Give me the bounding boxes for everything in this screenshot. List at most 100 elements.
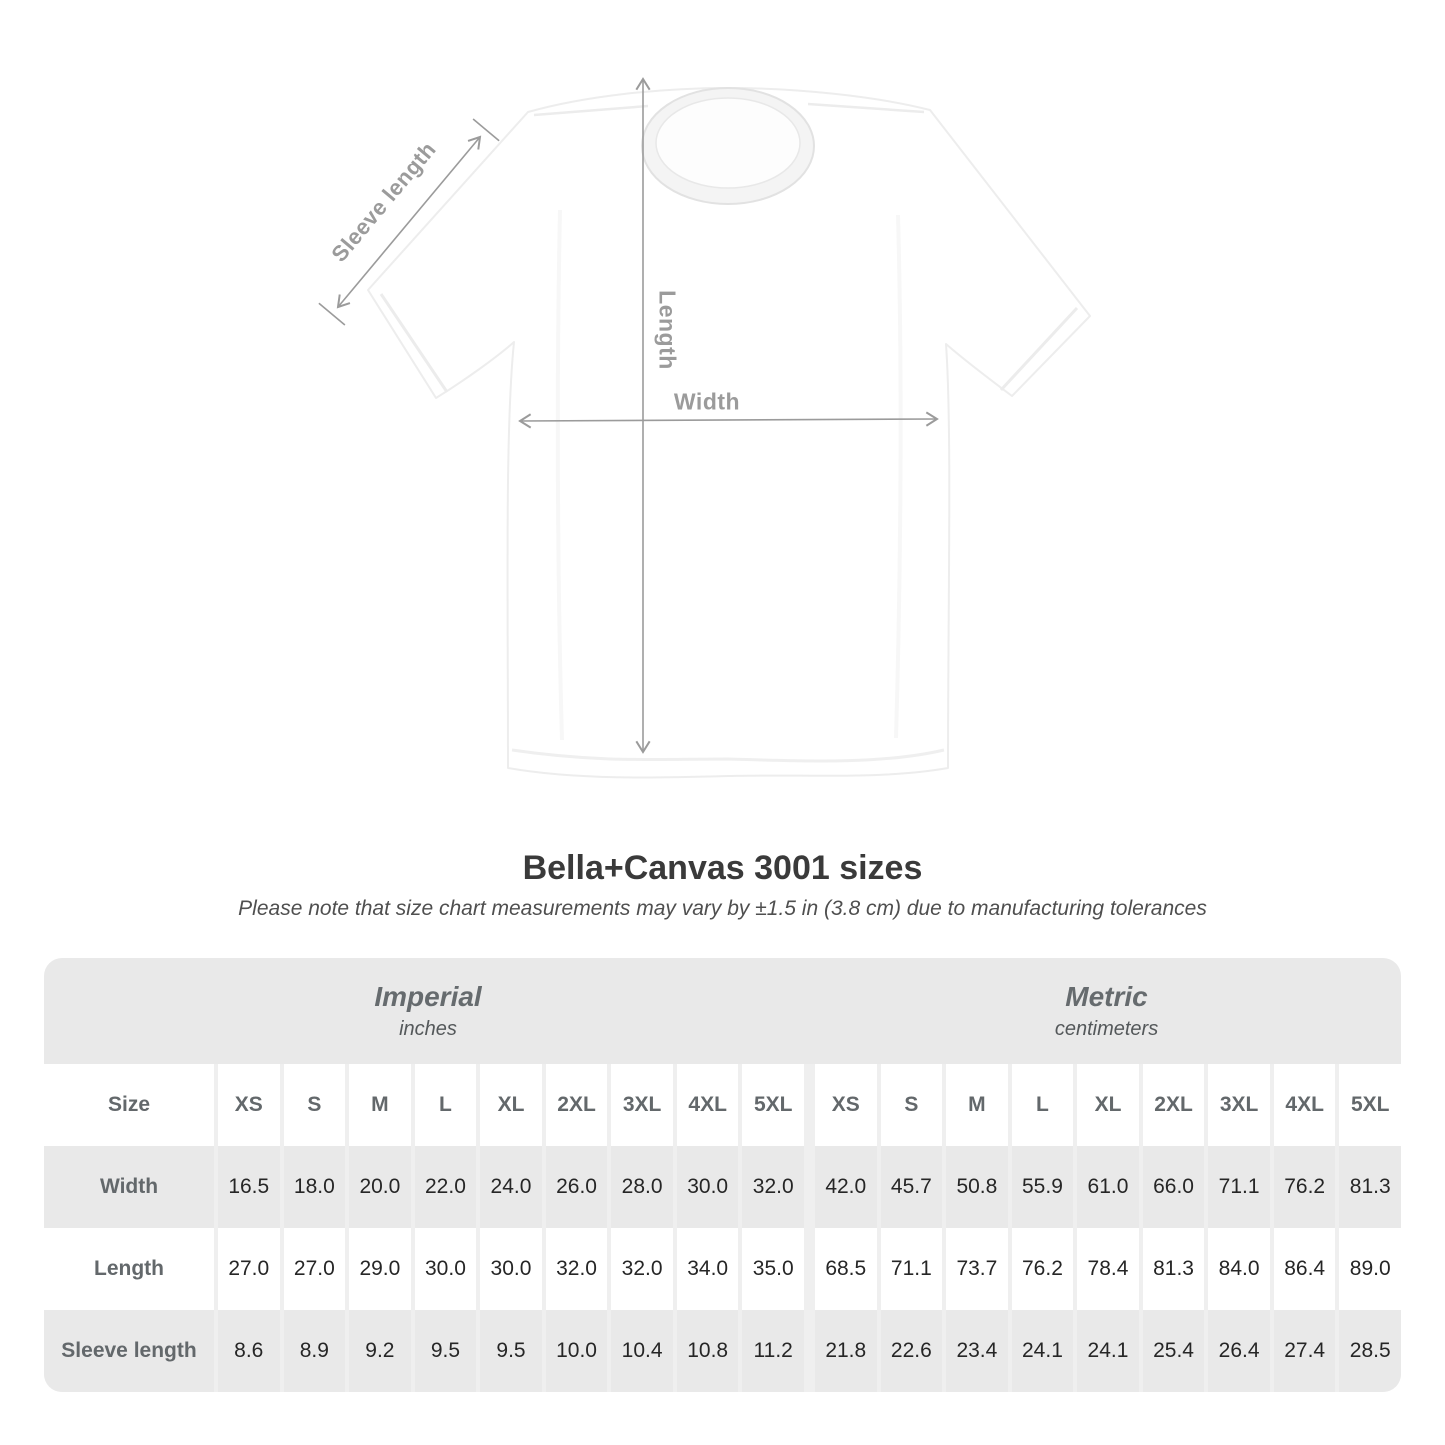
table-cell: 32.0 (545, 1228, 608, 1310)
unit-group-imperial: Imperial inches (44, 958, 812, 1064)
column-header: 5XL (742, 1064, 804, 1146)
table-cell: 71.1 (1208, 1146, 1270, 1228)
table-cell: 27.0 (283, 1228, 346, 1310)
table-cell: 30.0 (414, 1228, 477, 1310)
table-cell: 9.5 (480, 1310, 542, 1392)
column-header: S (880, 1064, 943, 1146)
table-cell: 50.8 (946, 1146, 1008, 1228)
table-cell: 9.5 (414, 1310, 477, 1392)
table-cell: 28.5 (1339, 1310, 1401, 1392)
table-cell: 24.1 (1077, 1310, 1139, 1392)
size-table: Imperial inches Metric centimeters Size … (44, 958, 1401, 1392)
table-cell: 76.2 (1011, 1228, 1074, 1310)
table-cell: 16.5 (218, 1146, 280, 1228)
page-title: Bella+Canvas 3001 sizes (522, 849, 923, 887)
heading-block: Bella+Canvas 3001 sizes Please note that… (0, 848, 1445, 922)
group-divider (808, 1146, 811, 1228)
group-divider (808, 1228, 811, 1310)
table-cell: 9.2 (349, 1310, 411, 1392)
tshirt-collar (641, 87, 815, 205)
table-cell: 86.4 (1273, 1228, 1336, 1310)
column-header: M (349, 1064, 411, 1146)
table-cell: 30.0 (676, 1146, 739, 1228)
table-cell: 8.9 (283, 1310, 346, 1392)
row-label: Width (44, 1146, 214, 1228)
table-cell: 68.5 (815, 1228, 877, 1310)
table-cell: 27.4 (1273, 1310, 1336, 1392)
table-cell: 45.7 (880, 1146, 943, 1228)
table-cell: 29.0 (349, 1228, 411, 1310)
table-cell: 32.0 (611, 1228, 673, 1310)
table-cell: 24.1 (1011, 1310, 1074, 1392)
column-header: S (283, 1064, 346, 1146)
table-cell: 55.9 (1011, 1146, 1074, 1228)
table-cell: 28.0 (611, 1146, 673, 1228)
column-header: 2XL (545, 1064, 608, 1146)
length-label: Length (654, 290, 681, 370)
table-cell: 10.4 (611, 1310, 673, 1392)
column-header: 2XL (1142, 1064, 1205, 1146)
table-cell: 22.6 (880, 1310, 943, 1392)
column-header: 4XL (676, 1064, 739, 1146)
table-cell: 21.8 (815, 1310, 877, 1392)
sleeve-arrow-end-cap (318, 302, 346, 326)
column-header: 4XL (1273, 1064, 1336, 1146)
table-cell: 73.7 (946, 1228, 1008, 1310)
table-cell: 61.0 (1077, 1146, 1139, 1228)
table-corner-label: Size (44, 1064, 214, 1146)
tshirt-measurement-diagram: Sleeve length Length Width (318, 77, 1091, 779)
width-label: Width (673, 388, 741, 415)
table-cell: 23.4 (946, 1310, 1008, 1392)
unit-group-name: Imperial (374, 981, 482, 1012)
table-cell: 81.3 (1339, 1146, 1401, 1228)
table-cell: 76.2 (1273, 1146, 1336, 1228)
size-table-grid: Size XS S M L XL 2XL 3XL 4XL 5XL XS S M … (44, 1064, 1401, 1392)
table-cell: 18.0 (283, 1146, 346, 1228)
table-cell: 34.0 (676, 1228, 739, 1310)
column-header: M (946, 1064, 1008, 1146)
table-cell: 10.0 (545, 1310, 608, 1392)
tshirt-silhouette (367, 87, 1091, 779)
table-cell: 78.4 (1077, 1228, 1139, 1310)
unit-group-unit: centimeters (1054, 1018, 1159, 1040)
sleeve-length-arrow (336, 135, 482, 309)
column-header: 3XL (611, 1064, 673, 1146)
column-header: XS (218, 1064, 280, 1146)
table-cell: 81.3 (1142, 1228, 1205, 1310)
row-label: Sleeve length (44, 1310, 214, 1392)
table-cell: 8.6 (218, 1310, 280, 1392)
column-header: L (1011, 1064, 1074, 1146)
table-cell: 26.4 (1208, 1310, 1270, 1392)
group-divider (808, 1064, 811, 1146)
table-cell: 20.0 (349, 1146, 411, 1228)
table-cell: 11.2 (742, 1310, 804, 1392)
tolerance-note: Please note that size chart measurements… (238, 897, 1207, 920)
unit-group-unit: inches (399, 1018, 457, 1040)
column-header: XL (480, 1064, 542, 1146)
group-divider (808, 1310, 811, 1392)
table-cell: 26.0 (545, 1146, 608, 1228)
table-cell: 30.0 (480, 1228, 542, 1310)
table-cell: 10.8 (676, 1310, 739, 1392)
width-arrow (518, 411, 939, 429)
table-cell: 35.0 (742, 1228, 804, 1310)
unit-group-metric: Metric centimeters (812, 958, 1401, 1064)
table-cell: 66.0 (1142, 1146, 1205, 1228)
table-cell: 24.0 (480, 1146, 542, 1228)
table-cell: 42.0 (815, 1146, 877, 1228)
table-cell: 25.4 (1142, 1310, 1205, 1392)
unit-group-header: Imperial inches Metric centimeters (44, 958, 1401, 1064)
column-header: XS (815, 1064, 877, 1146)
table-cell: 71.1 (880, 1228, 943, 1310)
column-header: 3XL (1208, 1064, 1270, 1146)
table-cell: 27.0 (218, 1228, 280, 1310)
table-cell: 22.0 (414, 1146, 477, 1228)
sleeve-arrow-end-cap (472, 118, 500, 142)
row-label: Length (44, 1228, 214, 1310)
table-cell: 89.0 (1339, 1228, 1401, 1310)
tshirt-graphic (318, 77, 1091, 779)
table-cell: 84.0 (1208, 1228, 1270, 1310)
unit-group-name: Metric (1065, 981, 1148, 1012)
column-header: L (414, 1064, 477, 1146)
